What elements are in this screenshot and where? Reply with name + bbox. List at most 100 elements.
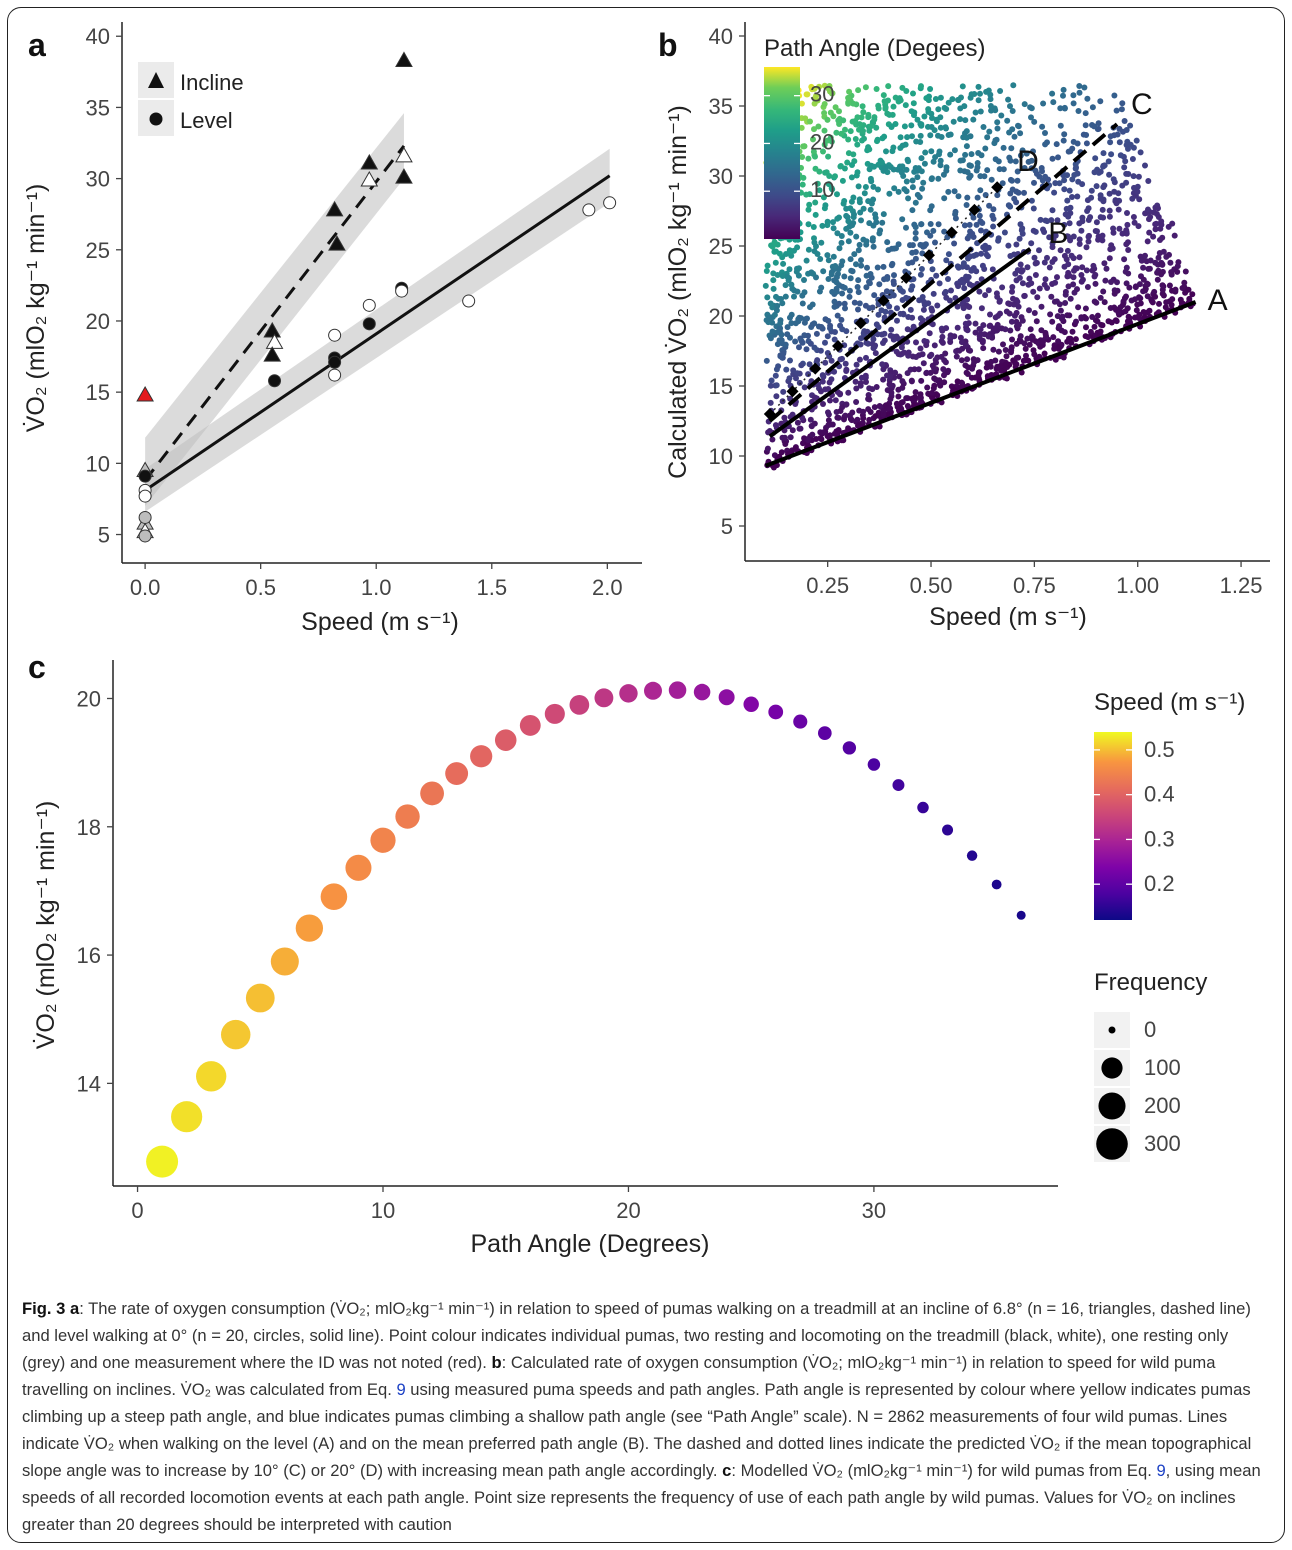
calculated-point (972, 320, 979, 327)
calculated-point (915, 366, 922, 373)
level-point (328, 328, 342, 342)
calculated-point (1168, 301, 1175, 308)
calculated-point (937, 124, 944, 131)
calculated-point (1051, 256, 1058, 263)
calculated-point (905, 314, 912, 320)
calculated-point (769, 436, 776, 443)
calculated-point (782, 441, 789, 447)
calculated-point (820, 194, 827, 201)
calculated-point (880, 411, 887, 418)
calculated-point (1070, 92, 1077, 99)
line-label-d: D (1017, 145, 1039, 178)
calculated-point (1107, 246, 1114, 253)
calculated-point (886, 190, 893, 197)
calculated-point (1123, 241, 1130, 248)
modelled-point (942, 824, 954, 836)
calculated-point (928, 305, 935, 312)
calculated-point (844, 159, 851, 166)
calculated-point (1041, 350, 1048, 357)
calculated-point (1091, 123, 1098, 130)
level-point (138, 469, 152, 483)
calculated-point (1021, 189, 1027, 196)
line-d-diamond-marker (763, 408, 776, 420)
calculated-point (962, 320, 969, 327)
calculated-point (930, 290, 937, 297)
calculated-point (849, 162, 855, 168)
calculated-point (885, 83, 892, 90)
calculated-point (895, 351, 902, 358)
calculated-point (829, 421, 836, 428)
calculated-point (1108, 279, 1114, 285)
calculated-point (1169, 296, 1176, 303)
calculated-point (964, 194, 971, 201)
calculated-point (1065, 283, 1072, 290)
calculated-point (1126, 315, 1133, 322)
equation-link[interactable]: 9 (1156, 1461, 1166, 1480)
calculated-point (789, 411, 796, 418)
calculated-point (927, 132, 934, 139)
calculated-point (816, 187, 823, 194)
calculated-point (860, 127, 866, 134)
calculated-point (1137, 295, 1144, 302)
calculated-point (1133, 307, 1140, 314)
equation-link[interactable]: 9 (396, 1380, 406, 1399)
calculated-point (795, 272, 802, 279)
modelled-point (494, 729, 517, 751)
calculated-point (1067, 335, 1074, 342)
calculated-point (918, 377, 925, 384)
calculated-point (1002, 347, 1009, 353)
panel-c-xlabel: Path Angle (Degrees) (470, 1230, 709, 1258)
panel-a-x-tick-label: 0.0 (130, 575, 161, 600)
calculated-point (863, 284, 870, 291)
calculated-point (975, 371, 982, 378)
calculated-point (923, 369, 930, 376)
calculated-point (842, 360, 849, 367)
calculated-point (778, 449, 785, 456)
calculated-point (1000, 144, 1007, 151)
calculated-point (929, 389, 936, 396)
modelled-point (917, 801, 929, 814)
calculated-point (1006, 129, 1013, 136)
calculated-point (1008, 145, 1015, 152)
calculated-point (1092, 271, 1099, 278)
calculated-point (843, 225, 850, 232)
panel-b-y-tick-label: 35 (709, 94, 733, 119)
calculated-point (830, 113, 837, 120)
calculated-point (829, 90, 836, 97)
calculated-point (890, 166, 897, 173)
calculated-point (839, 177, 846, 184)
calculated-point (860, 109, 867, 116)
calculated-point (1031, 254, 1038, 261)
calculated-point (977, 173, 984, 180)
calculated-point (978, 152, 985, 159)
calculated-point (790, 367, 797, 374)
calculated-point (940, 171, 947, 178)
calculated-point (1039, 177, 1046, 184)
calculated-point (1070, 138, 1077, 145)
calculated-point (928, 351, 935, 358)
calculated-point (990, 206, 997, 213)
colorbar-tick-label: 0.3 (1144, 826, 1175, 851)
calculated-point (872, 350, 879, 357)
calculated-point (963, 202, 970, 208)
calculated-point (912, 199, 919, 206)
calculated-point (813, 243, 819, 250)
calculated-point (862, 84, 869, 91)
calculated-point (1015, 321, 1022, 328)
calculated-point (874, 136, 881, 143)
calculated-point (1171, 232, 1178, 239)
calculated-point (834, 414, 841, 421)
caption-b-label: b (491, 1353, 502, 1372)
calculated-point (961, 222, 968, 229)
calculated-point (1089, 314, 1096, 320)
calculated-point (1064, 172, 1071, 179)
calculated-point (767, 300, 774, 307)
calculated-point (838, 239, 845, 246)
calculated-point (973, 221, 980, 228)
incline-point (263, 346, 282, 362)
calculated-point (814, 357, 821, 364)
level-point (268, 374, 282, 388)
calculated-point (975, 83, 982, 90)
calculated-point (994, 119, 1001, 126)
calculated-point (899, 378, 906, 385)
